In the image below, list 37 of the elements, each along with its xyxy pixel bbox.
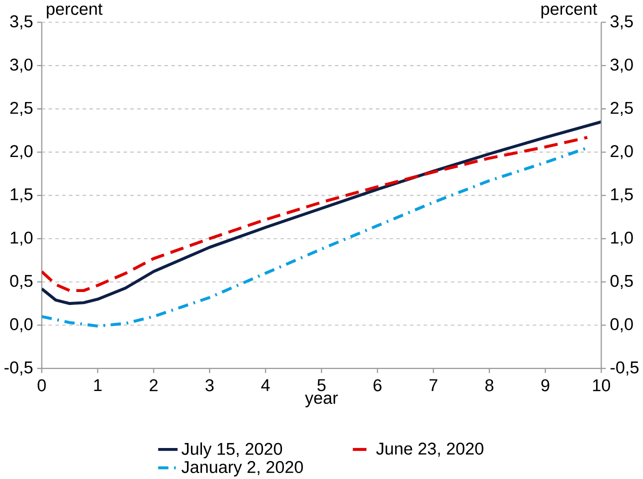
x-axis-title: year [304, 394, 338, 408]
x-tick-label: 5 [317, 379, 326, 392]
legend-label: June 23, 2020 [376, 442, 484, 457]
y-tick-label: 0,0 [10, 318, 32, 332]
y2-tick-label: 1,0 [611, 232, 633, 246]
legend-label: January 2, 2020 [182, 460, 303, 476]
y2-tick-label: 1,5 [611, 188, 633, 202]
y2-tick-label: 3,5 [610, 15, 633, 30]
x-tick-label: 8 [485, 379, 494, 392]
y2-tick-label: 3,0 [610, 58, 633, 73]
x-tick-label: 1 [94, 379, 102, 391]
x-tick-label: 7 [430, 379, 438, 391]
y-tick-label: -0,5 [4, 361, 32, 376]
y-tick-label: 1,5 [10, 188, 32, 202]
x-tick-label: 2 [150, 379, 158, 392]
x-tick-label: 10 [593, 379, 610, 392]
y-tick-label: 3,5 [10, 15, 32, 30]
x-tick-label: 3 [206, 379, 214, 392]
y2-tick-label: 0,0 [610, 318, 633, 332]
line-series [42, 136, 589, 292]
y2-tick-label: 2,0 [610, 145, 633, 160]
x-tick-label: 6 [374, 379, 382, 392]
y-tick-label: 0,5 [10, 274, 32, 289]
legend-label: July 15, 2020 [182, 442, 282, 458]
x-tick-label: 0 [38, 379, 46, 392]
y-axis-title: percent [46, 4, 102, 18]
x-tick-label: 4 [261, 379, 270, 391]
y2-tick-label: 0,5 [610, 274, 633, 289]
y2-tick-label: 2,5 [610, 102, 633, 116]
x-tick-label: 9 [541, 379, 550, 392]
y2-axis-title: percent [541, 4, 598, 18]
y-tick-label: 2,5 [10, 102, 32, 116]
y-tick-label: 3,0 [10, 58, 32, 73]
y-tick-label: 2,0 [10, 145, 32, 160]
y-tick-label: 1,0 [10, 232, 32, 246]
y2-tick-label: -0,5 [610, 361, 639, 376]
line-series [42, 120, 602, 305]
